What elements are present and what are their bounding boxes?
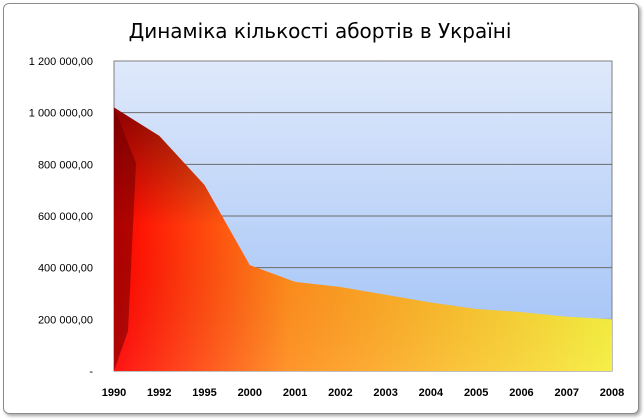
y-tick-label: 1 000 000,00 (29, 108, 93, 120)
area-series (114, 107, 612, 371)
y-tick-label: 400 000,00 (38, 263, 93, 275)
x-tick-label: 1995 (192, 387, 216, 399)
x-tick-label: 1992 (147, 387, 171, 399)
y-tick-label: 1 200 000,00 (29, 56, 93, 68)
x-tick-label: 2003 (373, 387, 397, 399)
x-tick-label: 2004 (419, 387, 444, 399)
y-tick-label: 800 000,00 (38, 159, 93, 171)
y-tick-label: 200 000,00 (38, 314, 93, 326)
x-axis: 1990 1992 1995 2000 2001 2002 2003 2004 2005 2006… (102, 387, 624, 399)
x-tick-label: 2005 (464, 387, 488, 399)
x-tick-label: 2007 (554, 387, 578, 399)
area-shading (114, 107, 612, 371)
y-axis: - 200 000,00 400 000,00 600 000,00 800 000,0… (29, 56, 94, 378)
chart-title: Динаміка кількості абортів в Україні (129, 19, 512, 43)
x-tick-label: 2002 (328, 387, 352, 399)
y-tick-label: - (89, 366, 93, 378)
x-tick-label: 2008 (600, 387, 624, 399)
x-tick-label: 2001 (283, 387, 307, 399)
area-left-face (114, 107, 136, 371)
y-tick-label: 600 000,00 (38, 211, 93, 223)
x-tick-label: 1990 (102, 387, 126, 399)
x-tick-label: 2006 (509, 387, 533, 399)
x-tick-label: 2000 (238, 387, 262, 399)
